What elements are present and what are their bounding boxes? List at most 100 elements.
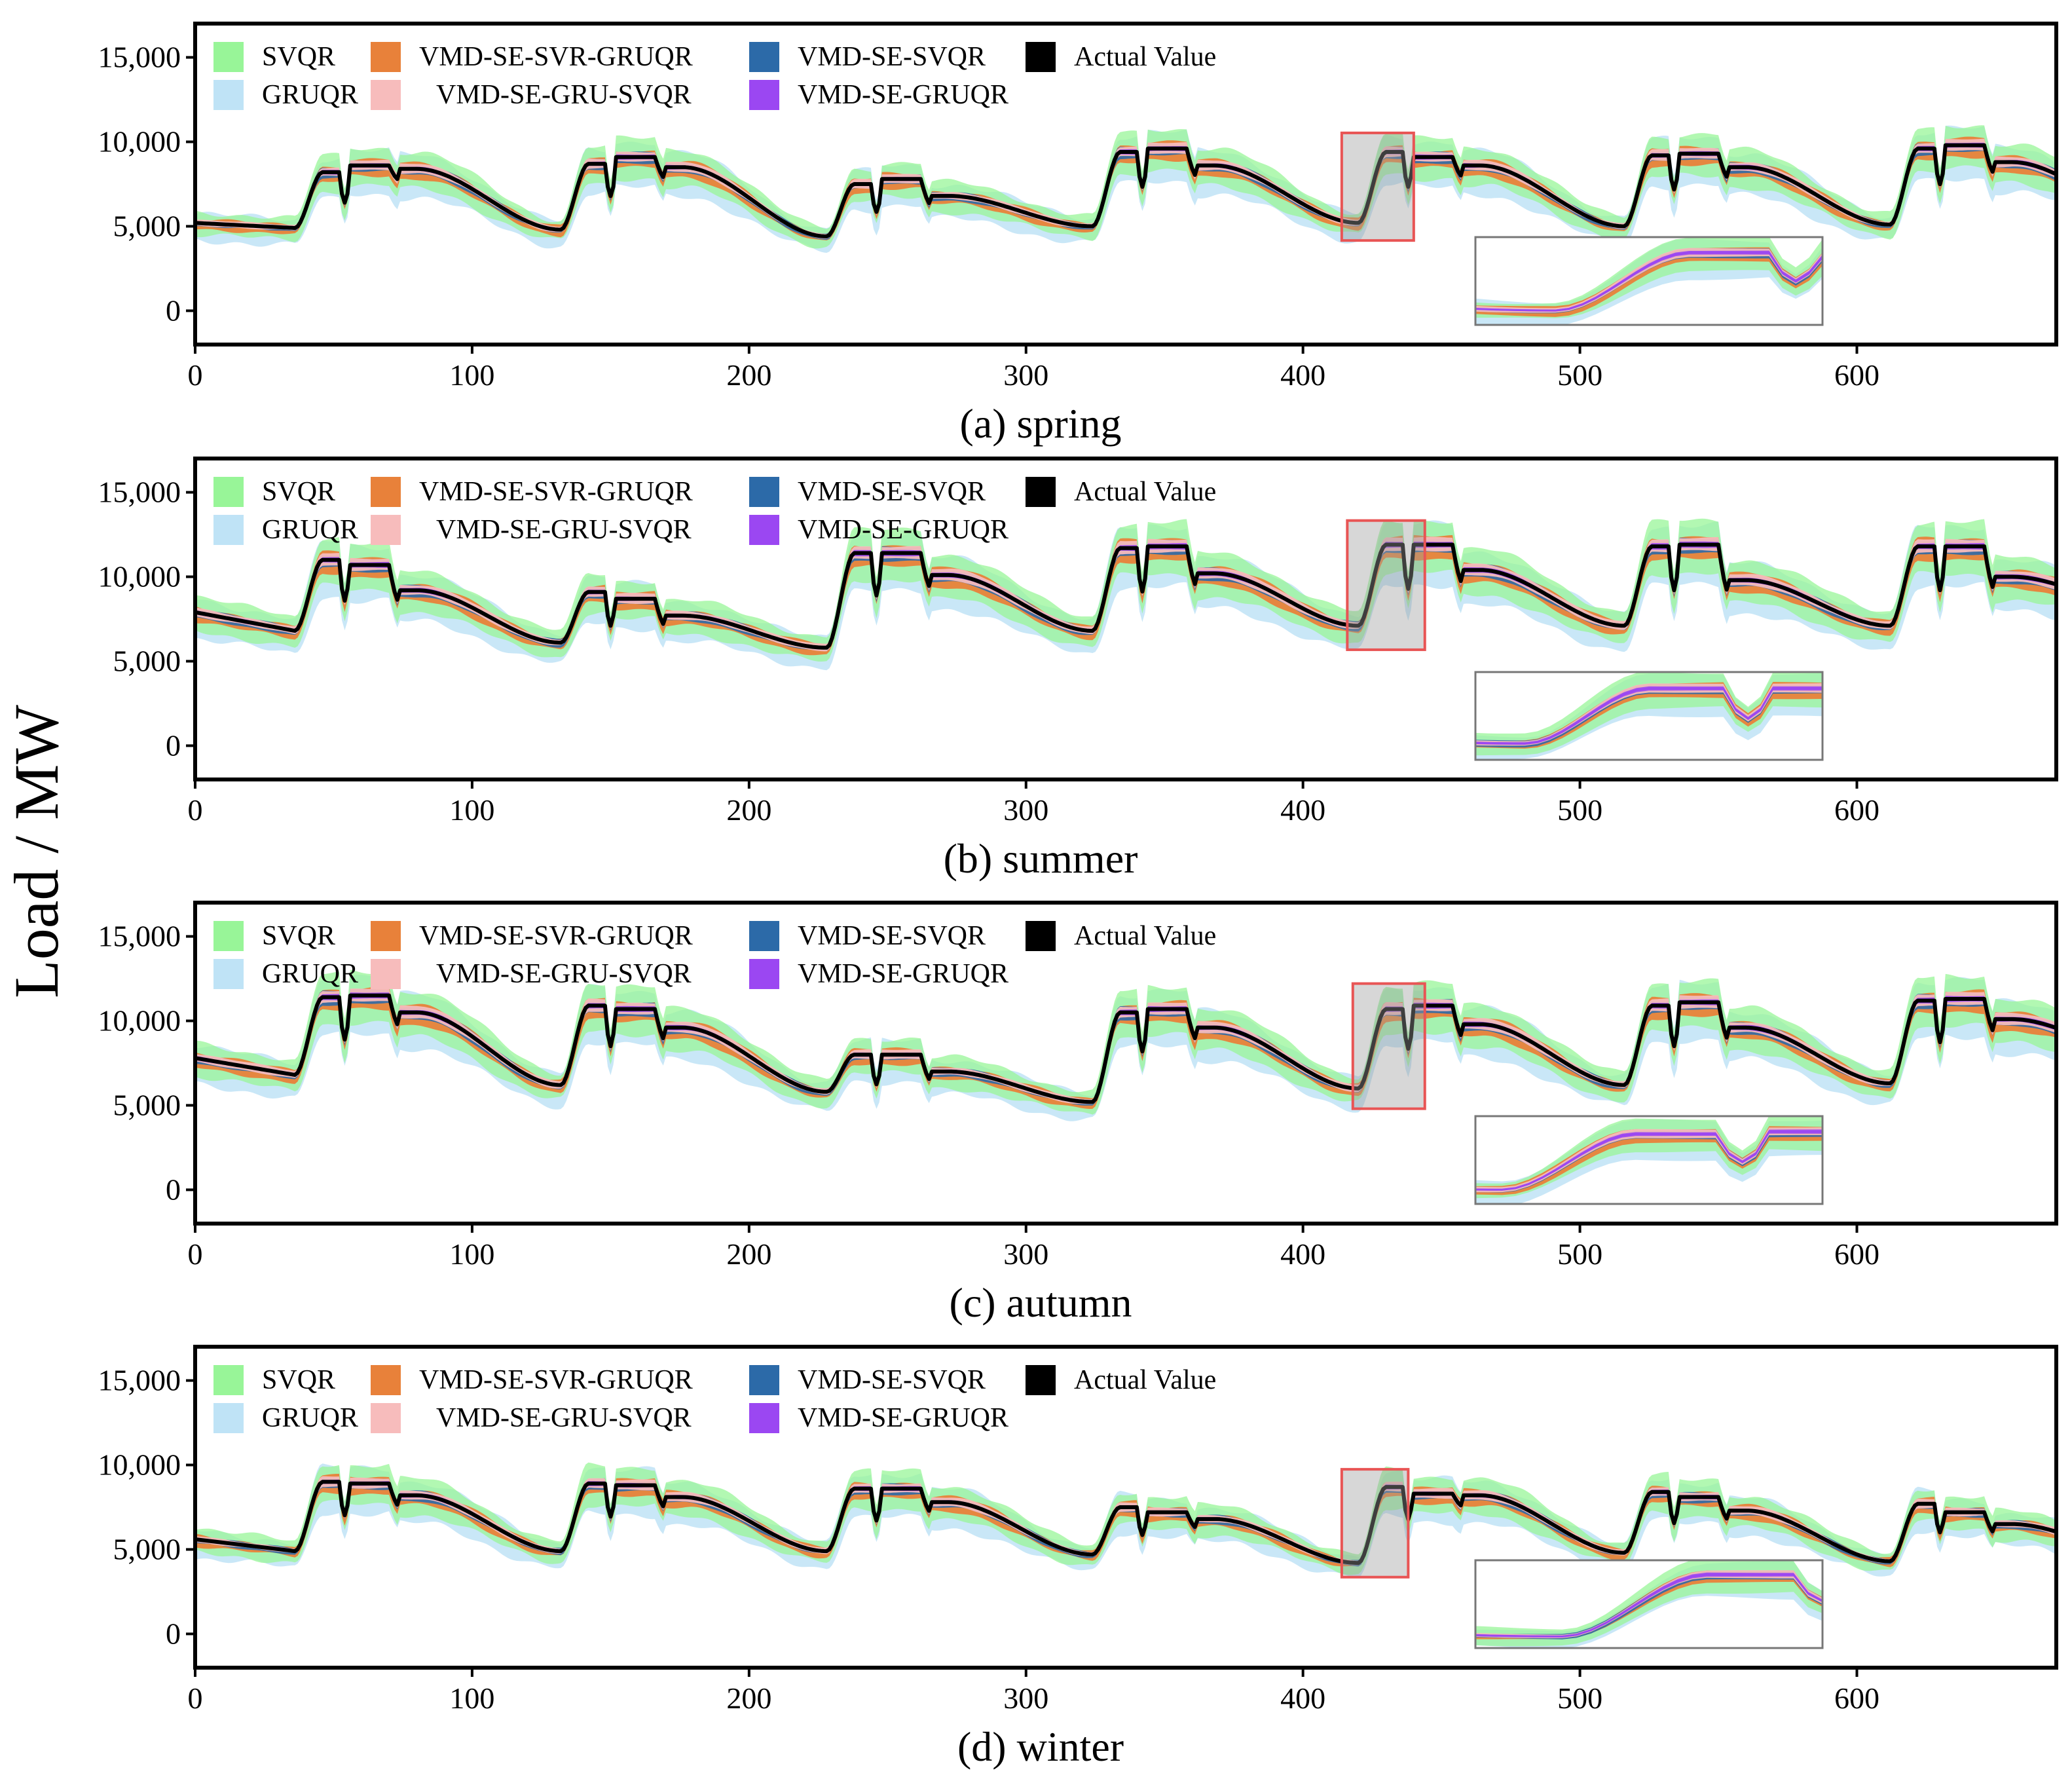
legend-swatch-vmd-se-svqr	[749, 477, 779, 507]
band-vmd-se-svqr	[195, 537, 2056, 652]
legend-label: SVQR	[262, 477, 335, 507]
legend-label: Actual Value	[1074, 477, 1216, 507]
legend-swatch-vmd-se-gruqr	[749, 515, 779, 545]
y-tick-label: 0	[166, 728, 181, 762]
legend: SVQR VMD-SE-SVR-GRUQR VMD-SE-SVQR Actual Va…	[213, 477, 1216, 545]
legend-swatch-vmd-se-svqr	[749, 921, 779, 951]
y-tick-label: 0	[166, 293, 181, 327]
legend-swatch-vmd-se-gru-svqr	[371, 80, 401, 110]
legend-label: VMD-SE-SVR-GRUQR	[419, 42, 693, 72]
legend-label: VMD-SE-GRUQR	[798, 80, 1008, 110]
legend-swatch-vmd-se-svqr	[749, 42, 779, 72]
legend-label: Actual Value	[1074, 921, 1216, 951]
plot-frame	[193, 1345, 2058, 1670]
x-tick-label: 600	[1834, 1237, 1879, 1271]
legend-label: VMD-SE-SVR-GRUQR	[419, 921, 693, 951]
inset-summer	[1474, 671, 1824, 761]
plot-frame	[193, 457, 2058, 781]
zoom-highlight-box	[1346, 519, 1426, 651]
legend-swatch-vmd-se-gru-svqr	[371, 959, 401, 989]
y-tick-label: 5,000	[113, 1532, 181, 1565]
x-tick-label: 200	[726, 1681, 771, 1715]
panels: 0 5,000 10,000 15,000 0 100 200 300 400 500 600 (a)…	[98, 22, 2058, 1770]
plot-area-spring	[195, 125, 2056, 253]
plot-frame	[193, 22, 2058, 347]
x-tick-label: 100	[449, 1681, 494, 1715]
panel-winter: 0 5,000 10,000 15,000 0 100 200 300 400 500 600 (d)…	[98, 1345, 2058, 1770]
y-tick-label: 0	[166, 1617, 181, 1650]
legend-swatch-svqr	[213, 1365, 244, 1395]
legend-label: SVQR	[262, 921, 335, 951]
legend-swatch-svqr	[213, 42, 244, 72]
legend-swatch-svqr	[213, 477, 244, 507]
legend-label: VMD-SE-GRU-SVQR	[436, 515, 692, 545]
y-tick-label: 0	[166, 1172, 181, 1206]
legend-swatch-vmd-se-gruqr	[749, 1403, 779, 1433]
plot-area-autumn	[195, 969, 2056, 1121]
x-tick-label: 0	[188, 358, 203, 392]
inset-band-vmd-se-gru-svqr	[1475, 1570, 1822, 1639]
zoom-highlight-box	[1340, 131, 1415, 242]
y-tick-label: 10,000	[98, 1004, 181, 1038]
legend-swatch-vmd-se-gruqr	[749, 959, 779, 989]
y-axis-title: Load / MW	[1, 705, 71, 998]
band-vmd-se-svr-gruqr	[195, 136, 2056, 240]
zoom-highlight-box	[1340, 1468, 1410, 1579]
x-tick-label: 400	[1280, 358, 1325, 392]
legend-label: VMD-SE-SVQR	[798, 921, 986, 951]
legend-label: SVQR	[262, 42, 335, 72]
x-tick-label: 100	[449, 1237, 494, 1271]
legend-label: SVQR	[262, 1365, 335, 1395]
panel-title: (b) summer	[944, 835, 1138, 882]
legend-swatch-actual-value	[1026, 921, 1056, 951]
actual-value-line	[195, 1480, 2056, 1565]
x-tick-label: 400	[1280, 1237, 1325, 1271]
inset-winter	[1474, 1559, 1824, 1649]
legend-label: VMD-SE-SVR-GRUQR	[419, 477, 693, 507]
panel-title: (d) winter	[957, 1723, 1124, 1770]
legend-label: GRUQR	[262, 959, 358, 989]
panel-summer: 0 5,000 10,000 15,000 0 100 200 300 400 500 600 (b)…	[98, 457, 2058, 882]
legend-swatch-svqr	[213, 921, 244, 951]
legend-swatch-vmd-se-svr-gruqr	[371, 1365, 401, 1395]
inset-autumn	[1474, 1115, 1824, 1205]
plot-area-winter	[195, 1462, 2056, 1578]
y-tick-label: 5,000	[113, 1088, 181, 1121]
legend-swatch-gruqr	[213, 80, 244, 110]
legend-swatch-gruqr	[213, 515, 244, 545]
x-tick-label: 500	[1557, 1237, 1602, 1271]
actual-value-line	[195, 542, 2056, 650]
legend: SVQR VMD-SE-SVR-GRUQR VMD-SE-SVQR Actual Va…	[213, 1365, 1216, 1433]
y-tick-label: 10,000	[98, 1448, 181, 1482]
legend-swatch-actual-value	[1026, 42, 1056, 72]
x-tick-label: 500	[1557, 1681, 1602, 1715]
x-tick-label: 500	[1557, 793, 1602, 827]
plot-area-summer	[195, 518, 2056, 671]
legend-swatch-vmd-se-svr-gruqr	[371, 921, 401, 951]
x-tick-label: 600	[1834, 1681, 1879, 1715]
x-tick-label: 0	[188, 1237, 203, 1271]
y-tick-label: 10,000	[98, 560, 181, 593]
y-tick-label: 15,000	[98, 920, 181, 953]
inset-actual-line	[1475, 687, 1822, 745]
legend-label: VMD-SE-SVR-GRUQR	[419, 1365, 693, 1395]
inset-actual-line	[1475, 1573, 1822, 1638]
inset-band-vmd-se-gruqr	[1475, 686, 1822, 745]
inset-band-vmd-se-gru-svqr	[1475, 1127, 1822, 1193]
legend-label: GRUQR	[262, 1403, 358, 1433]
band-vmd-se-svqr	[195, 140, 2056, 240]
x-tick-label: 0	[188, 1681, 203, 1715]
legend-label: VMD-SE-SVQR	[798, 1365, 986, 1395]
legend-label: VMD-SE-GRU-SVQR	[436, 80, 692, 110]
inset-actual-line	[1475, 1131, 1822, 1191]
x-tick-label: 200	[726, 1237, 771, 1271]
y-tick-label: 5,000	[113, 209, 181, 242]
band-vmd-se-svr-gruqr	[195, 534, 2056, 656]
legend-swatch-gruqr	[213, 959, 244, 989]
legend-swatch-actual-value	[1026, 1365, 1056, 1395]
inset-actual-line	[1475, 252, 1822, 312]
legend-label: VMD-SE-GRU-SVQR	[436, 959, 692, 989]
x-tick-label: 300	[1003, 1681, 1048, 1715]
actual-value-line	[195, 993, 2056, 1104]
legend-swatch-vmd-se-gru-svqr	[371, 515, 401, 545]
